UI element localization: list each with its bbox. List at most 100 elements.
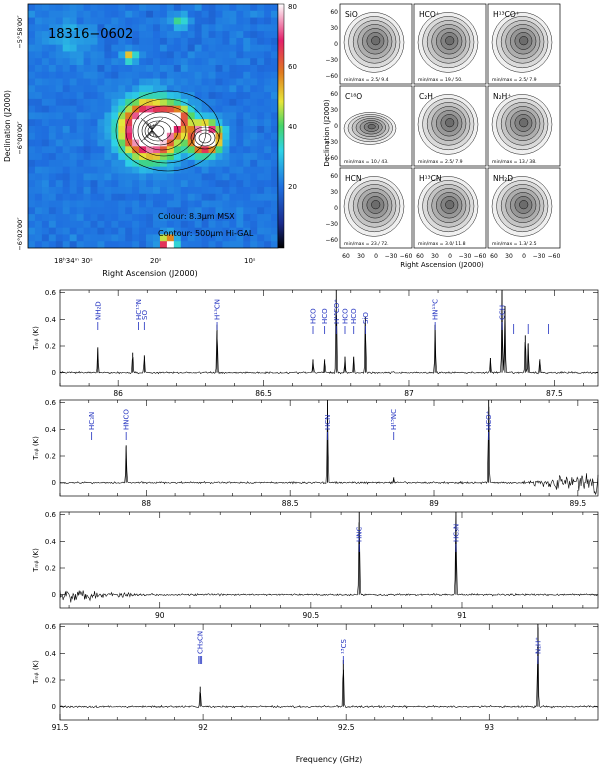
mini-x-tick: −30 <box>459 253 472 260</box>
molecule-label: HNCO <box>123 409 131 430</box>
molecule-label: HNC <box>356 527 364 543</box>
spectrum-x-tick: 88 <box>142 499 152 508</box>
spectrum-y-label: Tₘᵦ (K) <box>32 548 40 573</box>
spectrum-line <box>59 402 599 496</box>
mini-x-tick: 60 <box>490 253 498 260</box>
mini-map-panel: H¹³CO⁺ min/max = 2.5/ 7.9 <box>487 3 561 85</box>
map-y-tick: −5°58′00″ <box>16 15 24 49</box>
spectrum-y-tick: 0.4 <box>45 316 57 324</box>
map-panel: 18316−0602 Colour: 8.3μm MSX Contour: 50… <box>3 3 297 278</box>
spectrum-y-label: Tₘᵦ (K) <box>32 660 40 685</box>
molecule-label: HC₃N <box>452 524 460 542</box>
spectrum-x-tick: 91.5 <box>52 723 69 732</box>
mini-y-tick: −60 <box>325 237 338 244</box>
mini-y-tick: −30 <box>325 221 338 228</box>
spectrum-x-tick: 92.5 <box>338 723 355 732</box>
mini-map-panel: C¹⁸O min/max = 10./ 43. <box>339 85 413 167</box>
spectrum-y-tick: 0.6 <box>45 289 57 297</box>
spectrum-y-tick: 0.4 <box>45 426 57 434</box>
mini-map-minmax: min/max = 23./ 72. <box>344 241 389 247</box>
spectrum-line <box>59 514 599 603</box>
mini-y-tick: 30 <box>330 25 338 32</box>
spectrum-line <box>59 627 599 709</box>
mini-x-label: Right Ascension (J2000) <box>400 261 484 269</box>
map-x-tick: 10ˢ <box>244 257 256 265</box>
spectrum-frame <box>59 511 599 609</box>
contour-level <box>371 200 381 210</box>
spectrum-frame <box>59 399 599 497</box>
mini-x-tick: 30 <box>505 253 513 260</box>
colorbar-tick: 80 <box>288 3 297 11</box>
mini-map-minmax: min/max = 2.5/ 7.9 <box>418 159 463 165</box>
mini-y-tick: −60 <box>325 155 338 162</box>
map-x-label: Right Ascension (J2000) <box>102 269 198 278</box>
mini-map-minmax: min/max = 19./ 50. <box>418 77 463 83</box>
mini-y-tick: −30 <box>325 139 338 146</box>
spectrum-x-tick: 93 <box>484 723 494 732</box>
mini-x-tick: −30 <box>385 253 398 260</box>
mini-x-tick: −60 <box>400 253 413 260</box>
mini-map-panel: H¹³CN min/max = 3.0/ 11.8 <box>413 167 487 249</box>
contour-level <box>371 36 381 46</box>
mini-map-title: NH₂D <box>493 174 513 183</box>
mini-map-panel: SiO min/max = 2.5/ 9.4 <box>339 3 413 85</box>
spectrum-x-tick: 87.5 <box>546 389 563 398</box>
spectrum-x-tick: 91 <box>457 611 467 620</box>
map-y-tick: −6°02′00″ <box>16 217 24 251</box>
spectrum-y-tick: 0.2 <box>45 343 56 351</box>
spectrum-y-tick: 0.2 <box>45 565 56 573</box>
spectrum-y-label: Tₘᵦ (K) <box>32 436 40 461</box>
spectrum-y-tick: 0.4 <box>45 538 57 546</box>
colorbar-tick: 40 <box>288 123 297 131</box>
mini-y-tick: 60 <box>330 9 338 16</box>
spectrum-y-tick: 0 <box>52 369 56 377</box>
mini-map-panel: HCN min/max = 23./ 72. <box>339 167 413 249</box>
molecule-label: NH₂D <box>94 301 102 320</box>
spectrum-x-tick: 90.5 <box>303 611 320 620</box>
spectrum-x-tick: 86 <box>113 389 123 398</box>
molecule-label: SiO <box>362 312 370 324</box>
map-source-label: 18316−0602 <box>48 27 133 42</box>
mini-map-minmax: min/max = 3.0/ 11.8 <box>418 241 466 247</box>
colorbar <box>277 3 285 249</box>
mini-map-panel: NH₂D min/max = 1.3/ 2.5 <box>487 167 561 249</box>
mini-map-title: HCO⁺ <box>419 10 440 19</box>
mini-y-tick: 60 <box>330 173 338 180</box>
mini-y-tick: 30 <box>330 189 338 196</box>
mini-x-tick: −60 <box>474 253 487 260</box>
molecule-label: SO <box>141 310 149 320</box>
mini-map-title: N₂H⁺ <box>493 92 511 101</box>
mini-map-panel: N₂H⁺ min/max = 13./ 38. <box>487 85 561 167</box>
spectrum-row: 0.6 0.4 0.2 0 Tₘᵦ (K) 91.5 92 92.5 93 CH₃CN ¹³CS N₂… <box>32 623 599 732</box>
mini-map-minmax: min/max = 10./ 43. <box>344 159 389 165</box>
molecule-label: HCO <box>321 308 329 324</box>
mini-map-title: H¹³CN <box>419 174 442 183</box>
spectrum-row: 0.6 0.4 0.2 0 Tₘᵦ (K) 90 90.5 91 HNC HC₃N <box>32 511 599 620</box>
map-image <box>28 4 278 248</box>
spectra-x-label: Frequency (GHz) <box>296 755 363 764</box>
molecule-label: HN¹³C <box>432 299 440 320</box>
contour-level <box>519 118 529 128</box>
mini-map-minmax: min/max = 2.5/ 7.9 <box>492 77 537 83</box>
map-y-tick: −6°00′00″ <box>16 121 24 155</box>
mini-y-tick: −30 <box>325 57 338 64</box>
spectrum-frame <box>59 623 599 721</box>
spectrum-line <box>59 291 599 375</box>
molecule-label: HCO <box>341 308 349 324</box>
map-x-tick: 18ʰ34ᵐ 30ˢ <box>54 257 93 265</box>
mini-map-panel: HCO⁺ min/max = 19./ 50. <box>413 3 487 85</box>
molecule-label: H¹³CN <box>214 299 222 320</box>
molecule-label: HCO <box>310 308 318 324</box>
spectrum-y-tick: 0.6 <box>45 623 57 631</box>
mini-y-tick: 0 <box>334 123 338 130</box>
mini-x-tick: 60 <box>342 253 350 260</box>
molecule-label: HCO <box>350 308 358 324</box>
molecule-label: HCO⁺ <box>485 410 493 430</box>
mini-x-tick: 0 <box>448 253 452 260</box>
molecule-maps: Right Ascension (J2000) Declination (J20… <box>323 3 561 269</box>
mini-map-minmax: min/max = 2.5/ 9.4 <box>344 77 389 83</box>
contour-level <box>367 124 376 130</box>
map-x-tick: 20ˢ <box>150 257 162 265</box>
contour-level <box>519 200 529 210</box>
map-contour-note: Contour: 500μm Hi-GAL <box>158 229 254 238</box>
